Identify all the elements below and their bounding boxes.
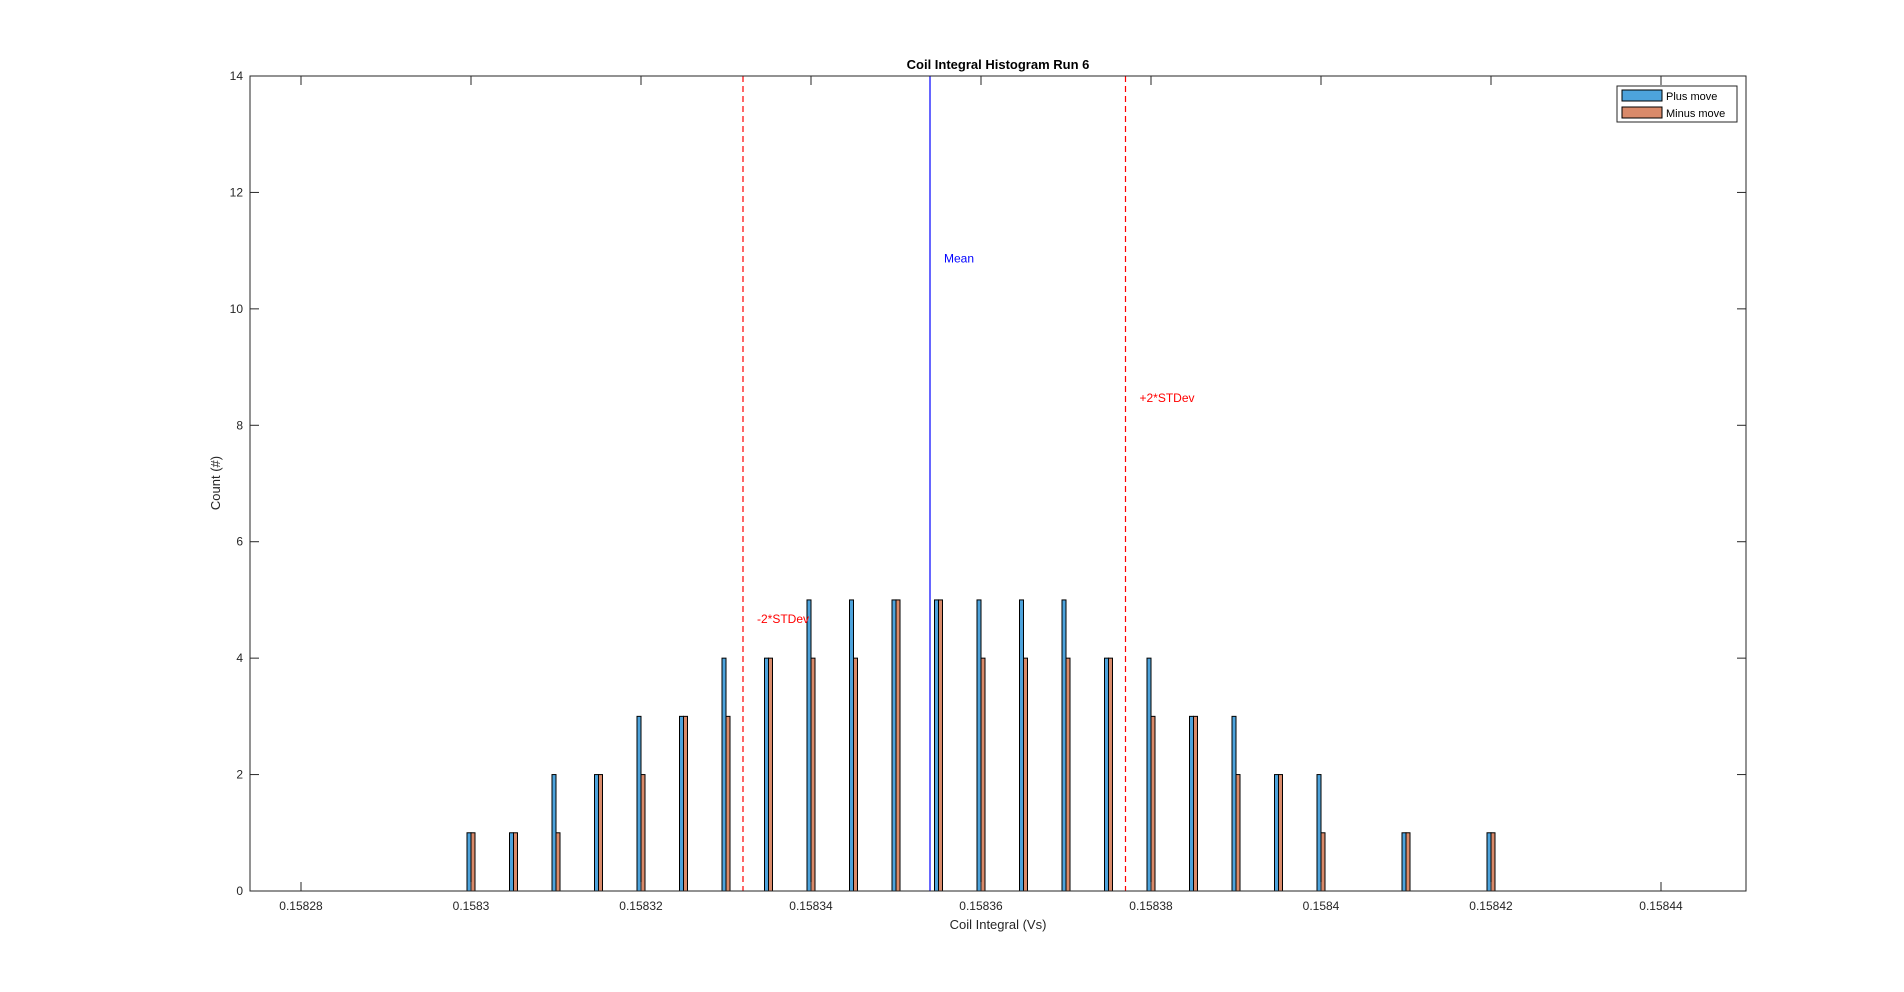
legend-swatch-minus-move bbox=[1621, 106, 1663, 119]
bar-minus-move-12 bbox=[895, 599, 901, 892]
bar-plus-move-22 bbox=[1316, 774, 1322, 892]
bar-plus-move-19 bbox=[1189, 715, 1194, 892]
bar-minus-move-20 bbox=[1235, 774, 1241, 892]
bar-minus-move-17 bbox=[1108, 657, 1113, 892]
bar-plus-move-20 bbox=[1231, 715, 1237, 892]
bar-plus-move-12 bbox=[891, 599, 897, 892]
bar-plus-move-17 bbox=[1104, 657, 1109, 892]
bar-plus-move-2 bbox=[466, 832, 472, 892]
y-tick-label: 14 bbox=[230, 69, 244, 83]
bar-minus-move-16 bbox=[1065, 657, 1071, 892]
bar-plus-move-9 bbox=[764, 657, 769, 892]
bar-plus-move-15 bbox=[1019, 599, 1024, 892]
reference-lines-layer: Mean -2*STDev +2*STDev bbox=[742, 76, 1195, 891]
x-tick-label: 0.15836 bbox=[959, 899, 1003, 913]
chart-title: Coil Integral Histogram Run 6 bbox=[907, 57, 1090, 72]
bar-plus-move-6 bbox=[636, 715, 642, 892]
bar-minus-move-24 bbox=[1490, 832, 1496, 892]
bar-minus-move-18 bbox=[1150, 715, 1156, 892]
bar-plus-move-3 bbox=[509, 832, 514, 892]
x-tick-label: 0.15828 bbox=[279, 899, 323, 913]
x-tick-label: 0.15834 bbox=[789, 899, 833, 913]
bar-minus-move-15 bbox=[1023, 657, 1028, 892]
bar-minus-move-6 bbox=[640, 774, 646, 892]
bar-plus-move-7 bbox=[679, 715, 684, 892]
bar-minus-move-14 bbox=[980, 657, 986, 892]
annotation-label-mean: Mean bbox=[944, 251, 974, 265]
plot-frame bbox=[249, 75, 1747, 892]
bar-minus-move-2 bbox=[470, 832, 476, 892]
bar-minus-move-13 bbox=[938, 599, 943, 892]
bar-plus-move-11 bbox=[849, 599, 854, 892]
bar-plus-move-18 bbox=[1146, 657, 1152, 892]
bar-minus-move-23 bbox=[1405, 832, 1411, 892]
annotation-label-2-stdev: -2*STDev bbox=[757, 612, 809, 626]
bar-plus-move-8 bbox=[721, 657, 727, 892]
bar-plus-move-16 bbox=[1061, 599, 1067, 892]
y-axis-label: Count (#) bbox=[208, 456, 223, 510]
bar-minus-move-22 bbox=[1320, 832, 1326, 892]
bar-minus-move-7 bbox=[683, 715, 688, 892]
bar-plus-move-14 bbox=[976, 599, 982, 892]
bar-plus-move-5 bbox=[594, 774, 599, 892]
bar-plus-move-24 bbox=[1486, 832, 1492, 892]
bar-minus-move-3 bbox=[513, 832, 518, 892]
x-tick-label: 0.1583 bbox=[453, 899, 490, 913]
bar-minus-move-4 bbox=[555, 832, 561, 892]
bar-minus-move-5 bbox=[598, 774, 603, 892]
bar-minus-move-11 bbox=[853, 657, 858, 892]
bar-minus-move-10 bbox=[810, 657, 816, 892]
legend-swatch-plus-move bbox=[1621, 89, 1663, 102]
bar-plus-move-21 bbox=[1274, 774, 1279, 892]
bar-plus-move-10 bbox=[806, 599, 812, 892]
x-tick-label: 0.1584 bbox=[1303, 899, 1340, 913]
bar-plus-move-23 bbox=[1401, 832, 1407, 892]
legend[interactable]: Plus move Minus move bbox=[1616, 85, 1738, 123]
y-tick-label: 12 bbox=[230, 185, 244, 199]
bar-plus-move-4 bbox=[551, 774, 557, 892]
x-axis-label: Coil Integral (Vs) bbox=[950, 917, 1047, 932]
x-tick-label: 0.15844 bbox=[1639, 899, 1683, 913]
bar-minus-move-8 bbox=[725, 715, 731, 892]
y-tick-label: 8 bbox=[236, 418, 243, 432]
legend-label-minus-move: Minus move bbox=[1666, 108, 1725, 120]
bar-minus-move-9 bbox=[768, 657, 773, 892]
y-tick-label: 6 bbox=[236, 535, 243, 549]
x-tick-label: 0.15838 bbox=[1129, 899, 1173, 913]
y-tick-label: 4 bbox=[236, 651, 243, 665]
annotation-label-2-stdev: +2*STDev bbox=[1140, 391, 1195, 405]
y-tick-label: 0 bbox=[236, 884, 243, 898]
bar-minus-move-21 bbox=[1278, 774, 1283, 892]
x-tick-label: 0.15832 bbox=[619, 899, 663, 913]
x-tick-label: 0.15842 bbox=[1469, 899, 1513, 913]
ticks-layer: 0.15828 0.1583 0.15832 0.15834 0.15836 0.1583… bbox=[230, 69, 1746, 913]
y-tick-label: 10 bbox=[230, 302, 244, 316]
bars-layer bbox=[466, 599, 1496, 892]
legend-label-plus-move: Plus move bbox=[1666, 91, 1717, 103]
bar-plus-move-13 bbox=[934, 599, 939, 892]
y-tick-label: 2 bbox=[236, 768, 243, 782]
bar-minus-move-19 bbox=[1193, 715, 1198, 892]
